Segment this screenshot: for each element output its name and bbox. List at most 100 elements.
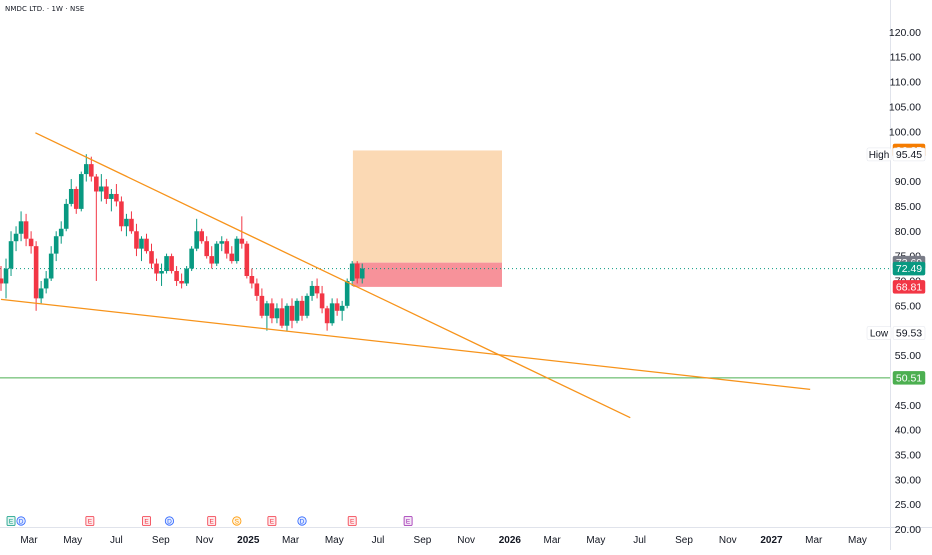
x-tick-label: May bbox=[586, 535, 605, 546]
candle-body bbox=[134, 231, 139, 249]
candle bbox=[284, 303, 290, 331]
y-tick-label: 85.00 bbox=[895, 201, 921, 213]
position-profit-zone bbox=[352, 150, 502, 263]
candle-body bbox=[68, 188, 74, 204]
x-tick-label: Nov bbox=[196, 535, 214, 546]
candle bbox=[299, 295, 305, 321]
candle-body bbox=[164, 256, 169, 272]
candle bbox=[58, 221, 64, 244]
candle-body bbox=[89, 164, 94, 177]
x-tick-label: Jul bbox=[372, 535, 385, 546]
candle-body bbox=[129, 218, 134, 232]
candle-body bbox=[309, 285, 315, 296]
x-tick-label: Sep bbox=[414, 535, 432, 546]
event-marker-shape bbox=[403, 516, 413, 526]
event-marker: E bbox=[207, 516, 217, 526]
candle-body bbox=[339, 305, 345, 311]
candle-body bbox=[3, 268, 9, 284]
event-marker-shape bbox=[232, 516, 242, 526]
candle bbox=[154, 258, 159, 281]
candle-body bbox=[324, 308, 330, 324]
candle bbox=[289, 298, 295, 329]
candle-body bbox=[234, 238, 240, 262]
candle-body bbox=[284, 305, 290, 326]
candle bbox=[209, 246, 215, 269]
y-tick-label: 25.00 bbox=[895, 499, 921, 511]
candle-body bbox=[144, 238, 149, 252]
x-tick-label: Mar bbox=[544, 535, 562, 546]
event-marker-letter: E bbox=[9, 519, 14, 526]
candle bbox=[314, 278, 320, 299]
candle bbox=[339, 300, 345, 321]
y-tick-label: 90.00 bbox=[895, 176, 921, 188]
candle-body bbox=[264, 303, 270, 316]
x-tick-label: Jul bbox=[110, 535, 123, 546]
price-label-tag: High bbox=[869, 150, 890, 161]
event-marker-shape bbox=[6, 516, 16, 526]
candle bbox=[319, 285, 325, 314]
x-tick-label: May bbox=[63, 535, 82, 546]
candle bbox=[73, 186, 79, 214]
event-marker-letter: E bbox=[88, 519, 93, 526]
event-marker-letter: E bbox=[350, 519, 355, 526]
price-label-box bbox=[892, 147, 926, 162]
event-marker-shape bbox=[142, 516, 151, 526]
candle bbox=[119, 196, 124, 232]
candle-body bbox=[219, 241, 225, 244]
event-marker: D bbox=[16, 516, 26, 526]
candle bbox=[124, 213, 129, 237]
candle bbox=[114, 184, 119, 207]
candle-body bbox=[43, 278, 49, 289]
candle-body bbox=[18, 221, 24, 234]
candle-body bbox=[334, 303, 340, 311]
candle-body bbox=[174, 271, 179, 281]
candle-body bbox=[189, 248, 194, 269]
x-tick-label: Sep bbox=[152, 535, 170, 546]
event-marker: E bbox=[347, 516, 357, 526]
candle bbox=[274, 303, 280, 324]
event-marker: D bbox=[164, 516, 175, 526]
candle-body bbox=[354, 263, 360, 279]
candle bbox=[0, 266, 4, 291]
event-marker: E bbox=[403, 516, 413, 526]
x-tick-label: 2025 bbox=[237, 535, 260, 546]
position-loss-zone bbox=[352, 262, 502, 287]
candle bbox=[169, 253, 174, 274]
y-tick-label: 30.00 bbox=[895, 474, 921, 486]
price-label-box bbox=[892, 371, 926, 385]
candle bbox=[194, 218, 199, 252]
event-marker-letter: S bbox=[235, 519, 240, 526]
price-label-box bbox=[892, 280, 926, 294]
candle bbox=[359, 263, 365, 284]
candle-body bbox=[229, 253, 235, 262]
candle bbox=[89, 156, 94, 182]
price-label: 95.45 High bbox=[866, 147, 926, 162]
candle-body bbox=[359, 268, 365, 279]
candle-body bbox=[319, 293, 325, 309]
candle bbox=[309, 280, 315, 301]
candle-body bbox=[249, 276, 255, 284]
candle bbox=[33, 241, 39, 311]
candle bbox=[68, 179, 74, 207]
candle-body bbox=[58, 228, 64, 237]
candle bbox=[38, 280, 44, 304]
candle-body bbox=[169, 256, 174, 272]
candle bbox=[174, 266, 179, 286]
candle bbox=[229, 246, 235, 264]
event-marker: E bbox=[142, 516, 151, 526]
candle-body bbox=[53, 236, 59, 254]
candle bbox=[219, 236, 225, 252]
candle-body bbox=[159, 271, 164, 274]
candle bbox=[349, 261, 355, 286]
candle bbox=[109, 188, 114, 212]
candle bbox=[184, 266, 189, 286]
candle bbox=[204, 236, 209, 259]
candle bbox=[144, 233, 149, 254]
event-marker: D bbox=[297, 516, 307, 526]
candle bbox=[334, 298, 340, 316]
candle-body bbox=[104, 186, 109, 199]
candle bbox=[279, 298, 285, 329]
candle bbox=[129, 211, 134, 234]
